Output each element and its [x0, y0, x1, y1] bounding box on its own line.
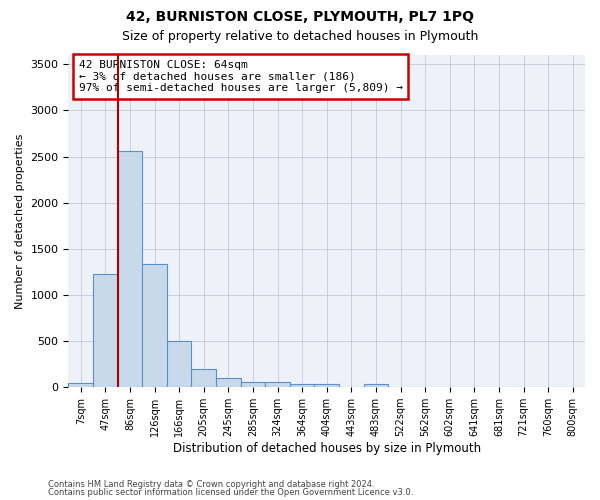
Text: Contains HM Land Registry data © Crown copyright and database right 2024.: Contains HM Land Registry data © Crown c… [48, 480, 374, 489]
Bar [142, 264, 167, 387]
Text: Size of property relative to detached houses in Plymouth: Size of property relative to detached ho… [122, 30, 478, 43]
Bar [191, 369, 216, 387]
Bar [265, 382, 290, 387]
Bar [167, 341, 191, 387]
Bar [68, 382, 93, 387]
Bar [216, 378, 241, 387]
Bar [241, 382, 265, 387]
Bar [93, 274, 118, 387]
Bar [290, 384, 314, 387]
Text: Contains public sector information licensed under the Open Government Licence v3: Contains public sector information licen… [48, 488, 413, 497]
X-axis label: Distribution of detached houses by size in Plymouth: Distribution of detached houses by size … [173, 442, 481, 455]
Bar [314, 384, 339, 387]
Bar [118, 151, 142, 387]
Bar [364, 384, 388, 387]
Text: 42 BURNISTON CLOSE: 64sqm
← 3% of detached houses are smaller (186)
97% of semi-: 42 BURNISTON CLOSE: 64sqm ← 3% of detach… [79, 60, 403, 93]
Y-axis label: Number of detached properties: Number of detached properties [15, 134, 25, 309]
Text: 42, BURNISTON CLOSE, PLYMOUTH, PL7 1PQ: 42, BURNISTON CLOSE, PLYMOUTH, PL7 1PQ [126, 10, 474, 24]
